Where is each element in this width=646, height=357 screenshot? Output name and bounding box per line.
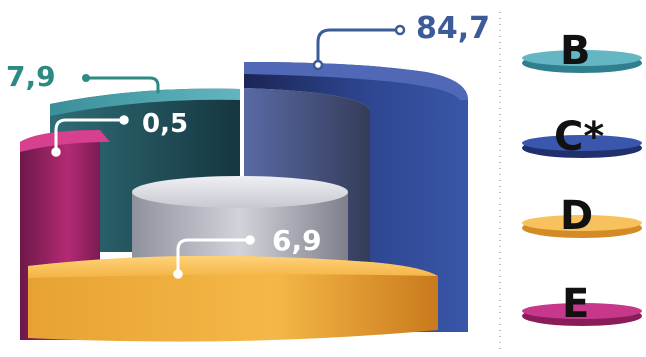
legend-label-d: D xyxy=(560,193,593,239)
legend: B C* D E xyxy=(522,28,642,327)
slice-d xyxy=(28,255,438,342)
label-c: 84,7 xyxy=(416,11,490,46)
data-labels: 84,7 7,9 0,5 6,9 xyxy=(6,11,490,257)
legend-label-b: B xyxy=(560,28,591,74)
label-e: 0,5 xyxy=(142,109,188,139)
label-b: 7,9 xyxy=(6,60,56,93)
legend-label-c: C* xyxy=(554,114,604,160)
legend-item-c: C* xyxy=(522,114,642,160)
label-d: 6,9 xyxy=(272,224,322,257)
legend-item-e: E xyxy=(522,281,642,327)
leader-lines xyxy=(51,24,406,279)
legend-label-e: E xyxy=(562,281,589,327)
legend-item-d: D xyxy=(522,193,642,239)
legend-item-b: B xyxy=(522,28,642,74)
